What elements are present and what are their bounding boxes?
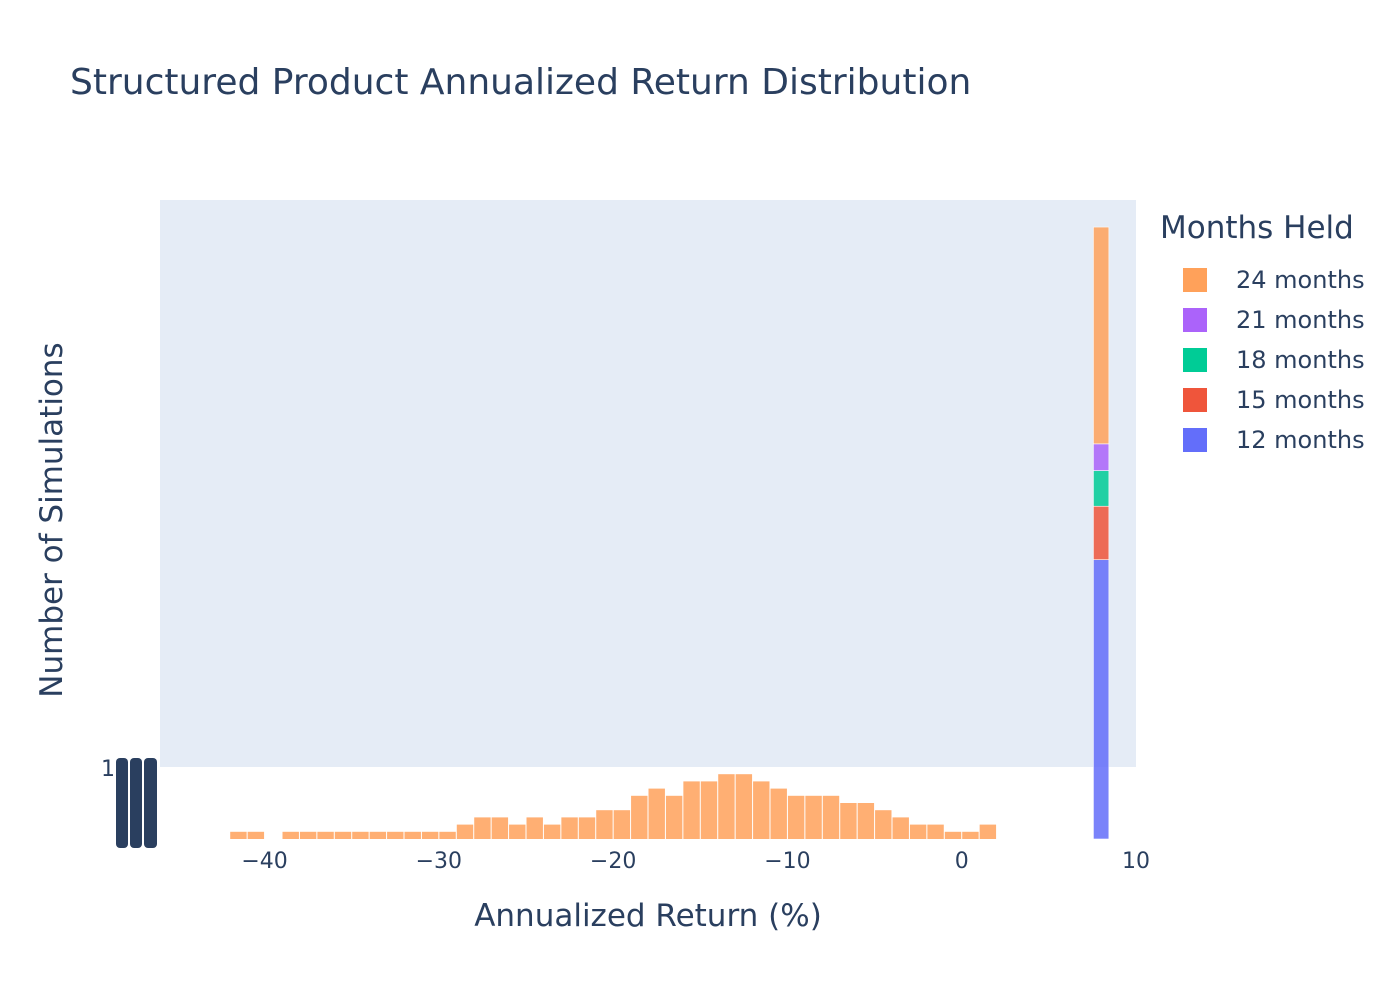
x-axis-ticks: −40 −30 −20 −10 0 10 (241, 849, 1150, 874)
overlapping-tick-labels (144, 758, 157, 848)
overlapping-tick-labels (116, 758, 128, 848)
histogram-bar (787, 795, 805, 839)
legend-items: 24 months 21 months 18 months 15 months 12 m… (1160, 260, 1365, 460)
histogram-bar (665, 795, 683, 839)
histogram-bar (683, 781, 700, 839)
histogram-bar (631, 795, 648, 839)
histogram-bar (857, 803, 875, 839)
legend-item[interactable]: 18 months (1160, 340, 1365, 380)
overlapping-tick-labels (130, 758, 142, 848)
x-tick-label: 10 (1122, 849, 1150, 874)
histogram-bar (840, 803, 857, 839)
stacked-bar-segment (1093, 226, 1110, 445)
histogram-bar (282, 831, 299, 839)
stacked-bar-segment (1093, 443, 1110, 471)
histogram-bar (613, 810, 631, 839)
x-tick-label: −40 (241, 849, 287, 874)
legend-item[interactable]: 24 months (1160, 260, 1365, 300)
y-axis-overlap-ticks (116, 758, 157, 848)
plot-background (160, 200, 1136, 767)
histogram-bar (474, 817, 491, 839)
stacked-bar-segment (1093, 559, 1110, 840)
legend-label: 21 months (1236, 306, 1365, 334)
legend-swatch (1183, 308, 1207, 332)
stacked-bar-segment (1093, 470, 1110, 507)
histogram-bar (927, 824, 944, 839)
bars-group (230, 226, 1110, 840)
histogram-bar (596, 810, 613, 839)
histogram-bar (561, 817, 578, 839)
histogram-bar (909, 824, 927, 839)
legend-item[interactable]: 12 months (1160, 420, 1365, 460)
histogram-bar (404, 831, 421, 839)
legend-label: 18 months (1236, 346, 1365, 374)
x-tick-label: −30 (416, 849, 462, 874)
legend-title: Months Held (1160, 210, 1354, 246)
histogram-bar (509, 824, 526, 839)
histogram-bar (753, 781, 770, 839)
histogram-bar (944, 831, 962, 839)
stacked-bar-segment (1093, 505, 1110, 560)
legend-item[interactable]: 15 months (1160, 380, 1365, 420)
legend-item[interactable]: 21 months (1160, 300, 1365, 340)
x-tick-label: 0 (955, 849, 969, 874)
y-axis-title: Number of Simulations (34, 342, 70, 697)
histogram-bar (735, 774, 753, 839)
histogram-bar (805, 795, 822, 839)
histogram-bar (578, 817, 596, 839)
histogram-bar (230, 831, 247, 839)
histogram-bar (892, 817, 909, 839)
histogram-bar (456, 824, 474, 839)
histogram-bar (543, 824, 561, 839)
y-tick-label: 1 (101, 757, 115, 782)
histogram-bar (247, 831, 265, 839)
histogram-bar (962, 831, 979, 839)
legend-swatch (1183, 428, 1207, 452)
chart-title: Structured Product Annualized Return Dis… (70, 62, 972, 103)
histogram-bar (369, 831, 387, 839)
histogram-bar (526, 817, 543, 839)
histogram-bar (875, 810, 892, 839)
histogram-bar (770, 788, 787, 839)
histogram-bar (299, 831, 317, 839)
histogram-bar (387, 831, 404, 839)
histogram-bar (718, 774, 735, 839)
histogram-bar (334, 831, 352, 839)
histogram-bar (439, 831, 456, 839)
legend-label: 24 months (1236, 266, 1365, 294)
x-tick-label: −20 (590, 849, 636, 874)
legend: Months Held 24 months 21 months 18 months 1… (1160, 210, 1365, 460)
legend-swatch (1183, 388, 1207, 412)
histogram-bar (648, 788, 665, 839)
x-tick-label: −10 (764, 849, 810, 874)
legend-label: 12 months (1236, 426, 1365, 454)
histogram-bar (979, 824, 997, 839)
histogram-bar (700, 781, 718, 839)
legend-swatch (1183, 348, 1207, 372)
x-axis-title: Annualized Return (%) (474, 898, 822, 934)
histogram-bar (352, 831, 369, 839)
legend-swatch (1183, 268, 1207, 292)
histogram-bar (822, 795, 840, 839)
histogram-bar (421, 831, 439, 839)
histogram-bar (317, 831, 334, 839)
histogram-bar (491, 817, 509, 839)
legend-label: 15 months (1236, 386, 1365, 414)
